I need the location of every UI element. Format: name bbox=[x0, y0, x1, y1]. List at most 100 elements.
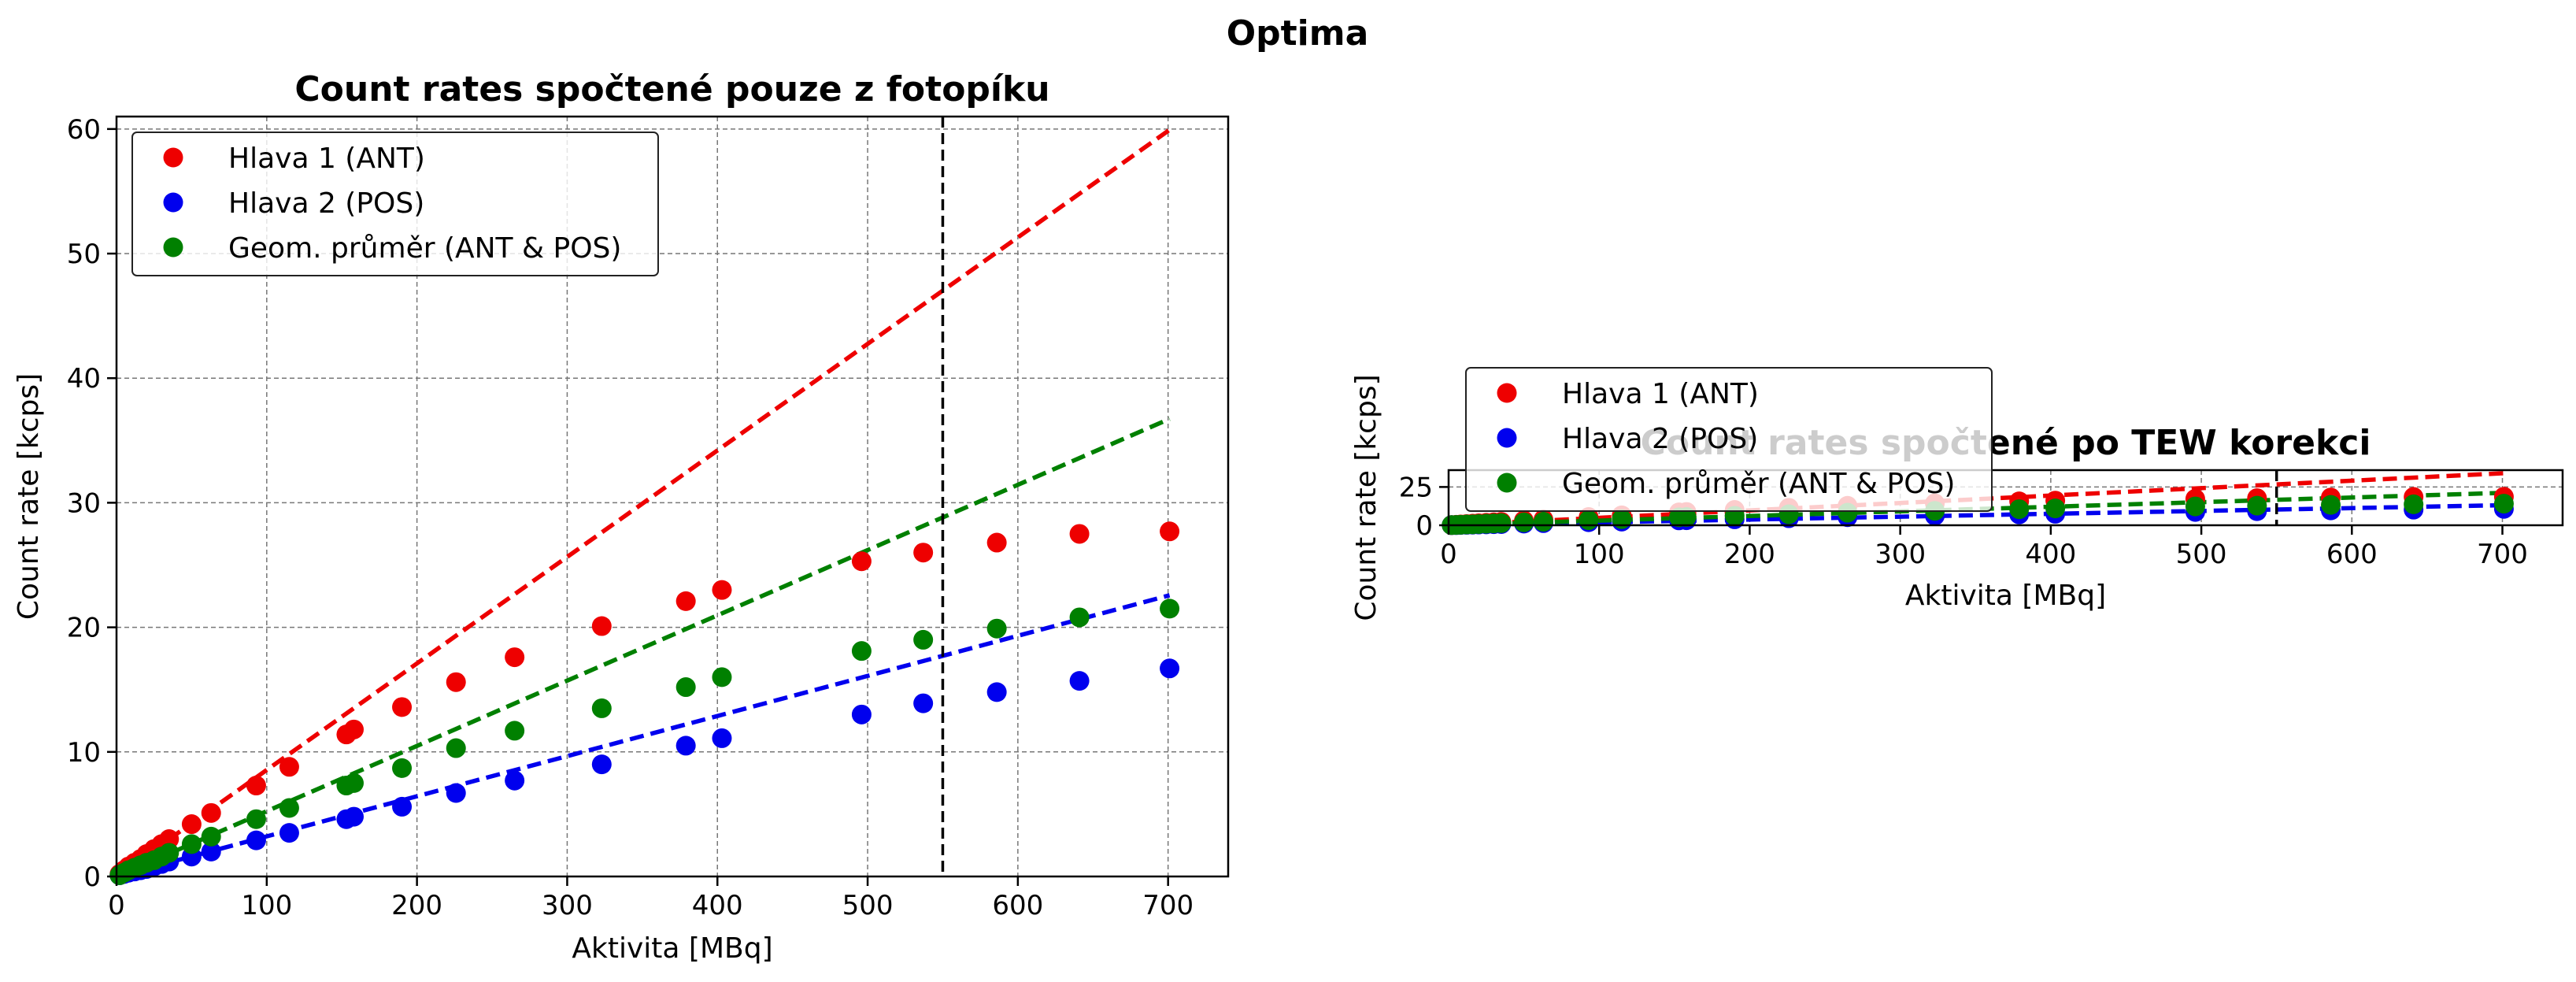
data-point bbox=[392, 796, 413, 817]
x-tick-label: 200 bbox=[1724, 539, 1775, 570]
data-point bbox=[392, 758, 413, 778]
data-point bbox=[2404, 494, 2424, 514]
data-point bbox=[591, 698, 612, 718]
data-point bbox=[343, 719, 364, 739]
data-point bbox=[446, 783, 466, 803]
y-tick-label: 0 bbox=[83, 862, 101, 893]
chart-panel-photopeak: 0 100 200 300 400 500 600 700 0 10 20 30 40 50 60 Count… bbox=[13, 69, 1230, 965]
data-point bbox=[201, 841, 221, 862]
data-point bbox=[246, 809, 266, 829]
data-point bbox=[246, 830, 266, 850]
x-tick-label: 200 bbox=[391, 890, 442, 921]
y-tick-label: 30 bbox=[67, 487, 101, 519]
data-point bbox=[201, 826, 221, 847]
chart-title: Count rates spočtené pouze z fotopíku bbox=[294, 69, 1049, 109]
data-point bbox=[505, 647, 525, 668]
data-point bbox=[181, 834, 202, 854]
data-point bbox=[446, 672, 466, 692]
x-axis-label: Aktivita [MBq] bbox=[1905, 580, 2106, 612]
legend-marker bbox=[163, 237, 183, 258]
data-point bbox=[505, 770, 525, 791]
data-point bbox=[712, 580, 732, 600]
legend-label: Hlava 2 (POS) bbox=[1562, 423, 1758, 455]
x-tick-label: 100 bbox=[241, 890, 292, 921]
x-tick-label: 400 bbox=[692, 890, 743, 921]
data-point bbox=[675, 591, 696, 611]
data-point bbox=[913, 543, 934, 563]
x-tick-label: 500 bbox=[2176, 539, 2227, 570]
data-point bbox=[279, 823, 299, 843]
y-tick-label: 40 bbox=[67, 363, 101, 395]
fit-line bbox=[115, 128, 1171, 879]
x-tick-label: 700 bbox=[1142, 890, 1194, 921]
legend-box bbox=[131, 132, 659, 276]
legend-marker bbox=[1497, 428, 1517, 448]
data-point bbox=[201, 802, 221, 823]
data-point bbox=[1160, 598, 1180, 619]
legend-marker bbox=[163, 192, 183, 213]
data-point bbox=[986, 618, 1007, 639]
data-point bbox=[343, 806, 364, 827]
data-point bbox=[591, 616, 612, 636]
data-point bbox=[1533, 512, 1553, 532]
y-tick-label: 60 bbox=[67, 114, 101, 146]
legend: Hlava 1 (ANT) Hlava 2 (POS) Geom. průměr (… bbox=[1465, 367, 1993, 512]
plot-frame bbox=[115, 115, 1230, 878]
data-point bbox=[591, 754, 612, 775]
data-point bbox=[1676, 507, 1697, 527]
data-point bbox=[913, 693, 934, 713]
legend-box bbox=[1465, 367, 1993, 512]
data-point bbox=[1612, 509, 1632, 529]
data-point bbox=[913, 629, 934, 650]
data-point bbox=[446, 738, 466, 758]
data-point bbox=[181, 814, 202, 835]
data-point bbox=[1069, 607, 1090, 628]
x-tick-label: 300 bbox=[542, 890, 593, 921]
data-point bbox=[392, 697, 413, 717]
x-tick-label: 400 bbox=[2025, 539, 2076, 570]
legend-marker bbox=[163, 147, 183, 168]
data-point bbox=[2185, 496, 2205, 517]
y-axis-label: Count rate [kcps] bbox=[13, 373, 45, 620]
y-tick-label: 0 bbox=[1416, 510, 1433, 542]
data-point bbox=[279, 757, 299, 777]
x-tick-label: 300 bbox=[1875, 539, 1926, 570]
data-point bbox=[1579, 510, 1599, 531]
y-tick-label: 50 bbox=[67, 239, 101, 270]
data-point bbox=[2009, 499, 2030, 520]
data-point bbox=[712, 667, 732, 687]
legend-marker bbox=[1497, 383, 1517, 403]
legend-label: Geom. průměr (ANT & POS) bbox=[228, 232, 621, 265]
legend-label: Hlava 2 (POS) bbox=[228, 187, 424, 220]
data-point bbox=[1514, 512, 1534, 532]
data-point bbox=[986, 532, 1007, 553]
data-point bbox=[675, 736, 696, 756]
data-point bbox=[1491, 513, 1512, 533]
legend-marker bbox=[1497, 472, 1517, 493]
legend: Hlava 1 (ANT) Hlava 2 (POS) Geom. průměr (… bbox=[131, 132, 659, 276]
figure-title: Optima bbox=[1227, 13, 1369, 54]
data-point bbox=[505, 721, 525, 741]
x-tick-label: 500 bbox=[842, 890, 894, 921]
data-point bbox=[1160, 658, 1180, 679]
data-point bbox=[159, 843, 180, 863]
data-point bbox=[246, 776, 266, 796]
y-axis-label: Count rate [kcps] bbox=[1350, 374, 1382, 621]
data-point bbox=[2493, 494, 2514, 514]
data-point bbox=[851, 551, 872, 572]
legend-label: Hlava 1 (ANT) bbox=[1562, 378, 1759, 410]
data-point bbox=[2321, 495, 2341, 515]
data-point bbox=[2247, 495, 2267, 516]
y-tick-label: 25 bbox=[1399, 472, 1433, 503]
x-tick-label: 600 bbox=[992, 890, 1043, 921]
data-point bbox=[851, 704, 872, 724]
data-point bbox=[851, 641, 872, 661]
x-tick-label: 700 bbox=[2477, 539, 2528, 570]
plot-frame bbox=[1447, 469, 2564, 527]
legend-label: Hlava 1 (ANT) bbox=[228, 143, 425, 175]
data-point bbox=[712, 728, 732, 748]
data-point bbox=[343, 773, 364, 793]
x-tick-label: 0 bbox=[108, 890, 125, 921]
